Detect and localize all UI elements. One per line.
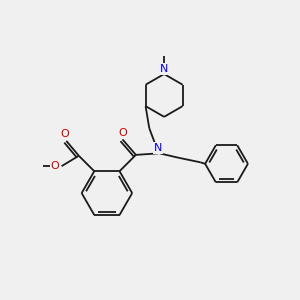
Text: N: N: [154, 143, 162, 153]
Text: N: N: [160, 64, 168, 74]
Text: N: N: [160, 64, 168, 74]
Text: O: O: [51, 161, 59, 171]
Text: O: O: [61, 129, 69, 140]
Text: O: O: [51, 161, 59, 171]
Text: N: N: [154, 143, 162, 153]
Text: O: O: [61, 129, 69, 140]
Text: O: O: [118, 128, 127, 138]
Text: O: O: [118, 128, 127, 138]
